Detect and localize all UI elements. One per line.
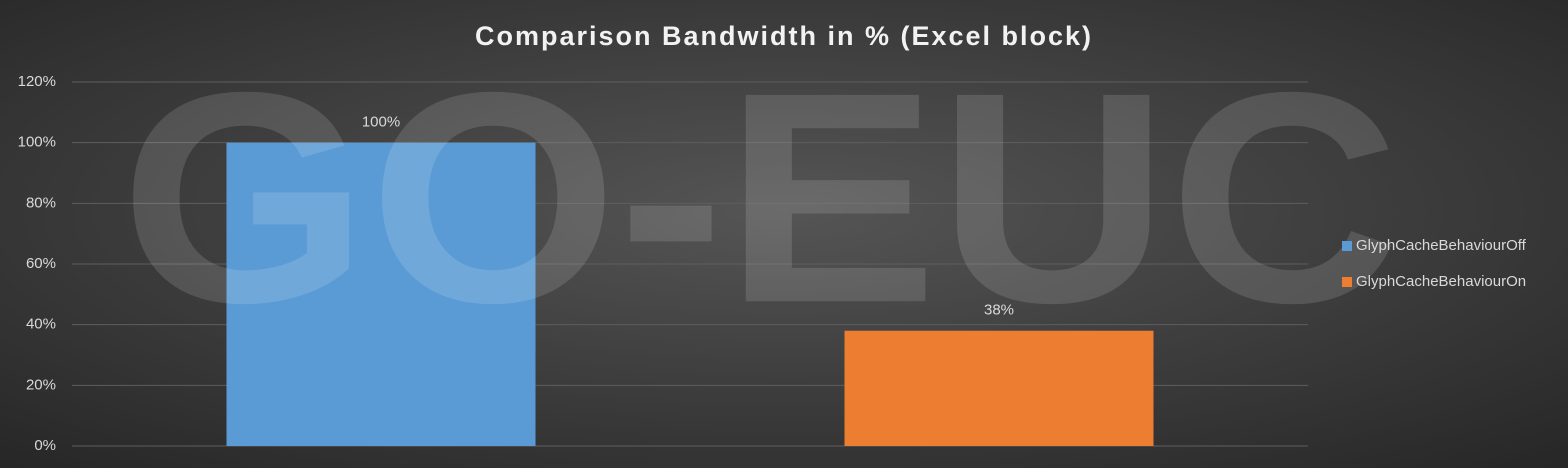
bar [226, 142, 536, 446]
data-label: 100% [362, 114, 400, 131]
y-tick-label: 40% [26, 316, 56, 333]
watermark: GO-EUC [120, 29, 1400, 365]
bar [844, 330, 1154, 446]
y-tick-label: 0% [34, 437, 56, 454]
y-tick-label: 20% [26, 376, 56, 393]
legend-swatch [1342, 241, 1352, 251]
chart-title: Comparison Bandwidth in % (Excel block) [475, 21, 1093, 51]
legend-label: GlyphCacheBehaviourOn [1356, 273, 1526, 290]
y-tick-label: 120% [18, 73, 56, 90]
y-tick-label: 80% [26, 194, 56, 211]
legend-label: GlyphCacheBehaviourOff [1356, 237, 1527, 254]
legend-swatch [1342, 277, 1352, 287]
data-label: 38% [984, 302, 1014, 319]
y-tick-label: 60% [26, 255, 56, 272]
y-tick-label: 100% [18, 134, 56, 151]
